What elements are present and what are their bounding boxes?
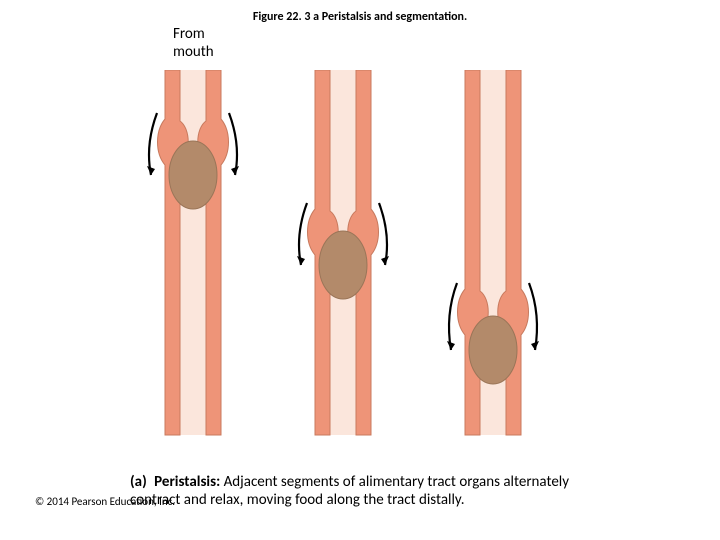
caption: (a) Peristalsis: Adjacent segments of al…	[130, 473, 610, 511]
caption-label: Peristalsis:	[154, 473, 220, 491]
figure-title: Figure 22. 3 a Peristalsis and segmentat…	[0, 10, 720, 24]
diagram-area	[130, 70, 580, 440]
peristalsis-diagram-svg	[130, 70, 580, 440]
caption-panel-letter: (a)	[130, 473, 147, 491]
from-mouth-label: Frommouth	[173, 25, 214, 61]
copyright-text: © 2014 Pearson Education, Inc.	[35, 495, 175, 508]
